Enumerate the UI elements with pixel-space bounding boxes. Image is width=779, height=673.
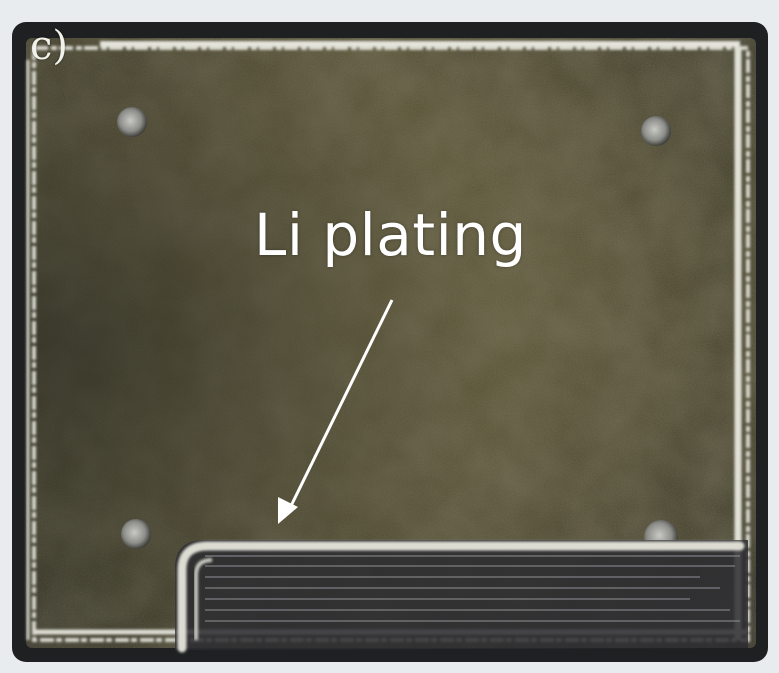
mounting-hole-top-right (641, 116, 671, 146)
annotation-arrow (288, 299, 394, 509)
mounting-hole-bottom-left (121, 519, 151, 549)
li-plating-region (175, 540, 748, 653)
arrow-icon (278, 497, 298, 524)
mounting-hole-top-left (117, 107, 147, 137)
li-plating-label: Li plating (254, 201, 527, 269)
panel-label: c) (30, 23, 69, 69)
